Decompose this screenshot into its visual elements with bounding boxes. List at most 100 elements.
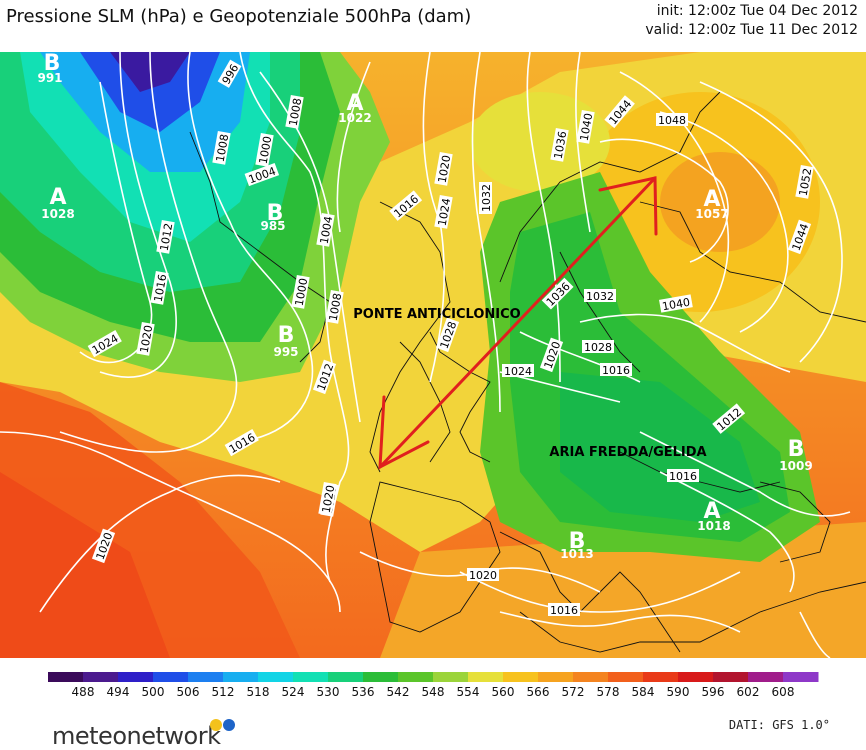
isobar-label-text: 1040 (661, 296, 691, 314)
isobar-label-box (212, 131, 231, 165)
colorbar-swatch (328, 672, 364, 682)
isobar-label: 1040 (576, 110, 595, 144)
svg-text:B: B (267, 201, 284, 226)
isobar-label-box (291, 275, 310, 309)
colorbar-tick-label: 578 (597, 685, 620, 699)
svg-text:1018: 1018 (697, 519, 730, 533)
annotation-aria-fredda: ARIA FREDDA/GELIDA (549, 445, 706, 460)
colorbar-swatch (678, 672, 714, 682)
isobar-label-box (795, 165, 814, 199)
colorbar-tick-label: 560 (492, 685, 515, 699)
isobar-label-text: 1032 (480, 184, 493, 212)
colorbar-tick-label: 536 (352, 685, 375, 699)
colorbar-swatch (468, 672, 504, 682)
svg-text:1009: 1009 (779, 459, 812, 473)
colorbar-tick-label: 524 (282, 685, 305, 699)
isobar-label-text: 1020 (469, 569, 497, 582)
coastlines (189, 91, 866, 653)
colorbar-swatch (398, 672, 434, 682)
colorbar-swatch (293, 672, 329, 682)
isobar-label-box (550, 128, 569, 162)
isobar-label-text: 1000 (257, 135, 275, 165)
svg-text:1022: 1022 (338, 111, 371, 125)
isobar-label-box (316, 213, 335, 247)
isobar-label-box (712, 403, 746, 434)
colorbar-swatch (223, 672, 259, 682)
data-credit: DATI: GFS 1.0° (728, 718, 830, 732)
isobar-label: 1036 (550, 128, 569, 162)
svg-text:A: A (703, 187, 720, 212)
isobar-label-box (224, 428, 259, 457)
isobar-label: 1012 (156, 220, 175, 254)
isobar-label-text: 1048 (658, 114, 686, 127)
isobar-label-box (659, 294, 693, 313)
isobar-label: 1016 (667, 469, 699, 483)
svg-text:1013: 1013 (560, 547, 593, 561)
isobar-label: 1020 (434, 152, 453, 186)
isobar-label-text: 1052 (797, 167, 815, 197)
isobars (0, 52, 851, 658)
annotation-ponte: PONTE ANTICICLONICO (353, 307, 520, 322)
isobar-label: 1020 (136, 322, 155, 356)
isobar-label-box (389, 190, 423, 221)
isobar-label-box (541, 277, 574, 310)
colorbar-swatch (363, 672, 399, 682)
isobar-label: 1000 (255, 133, 274, 167)
isobar-label-box (787, 219, 812, 255)
isobar-label-text: 1032 (586, 290, 614, 303)
isobar-label: 1008 (325, 290, 344, 324)
isobar-label-text: 1020 (138, 324, 156, 354)
isobar-label-box (87, 329, 122, 358)
svg-text:1057: 1057 (695, 207, 728, 221)
colorbar-swatch (538, 672, 574, 682)
colorbar-swatch (48, 672, 84, 682)
isobar-label-box (91, 528, 116, 564)
isobar-label-box (325, 290, 344, 324)
colorbar-tick-label: 542 (387, 685, 410, 699)
isobar-label-box (467, 568, 499, 581)
isobar-label-text: 1028 (584, 341, 612, 354)
run-info: init: 12:00z Tue 04 Dec 2012 valid: 12:0… (645, 2, 858, 40)
meteonetwork-logo: meteonetwork (52, 722, 221, 750)
svg-text:B: B (788, 437, 805, 462)
svg-text:A: A (346, 91, 363, 116)
isobar-label-box (656, 113, 688, 126)
colorbar-tick-label: 596 (702, 685, 725, 699)
colorbar-swatch (748, 672, 784, 682)
svg-text:B: B (569, 529, 586, 554)
isobar-label: 1004 (316, 213, 335, 247)
colorbar-tick-label: 506 (177, 685, 200, 699)
isobar-label: 1032 (584, 289, 616, 303)
colorbar-swatch (258, 672, 294, 682)
isobar-label-box (548, 603, 580, 616)
isobar-label-text: 1036 (552, 130, 570, 160)
isobar-label-box (244, 162, 280, 187)
isobar-label-text: 1008 (214, 133, 232, 163)
isobar-label: 1040 (659, 294, 693, 313)
colorbar-swatch (503, 672, 539, 682)
isobar-label: 1024 (502, 364, 534, 378)
colorbar-tick-label: 494 (107, 685, 130, 699)
isobar-label-box (434, 195, 453, 229)
isobar-label-text: 1040 (578, 112, 596, 142)
colorbar-tick-label: 530 (317, 685, 340, 699)
isobar-label: 1016 (150, 271, 169, 305)
isobar-label: 1032 (479, 182, 493, 214)
logo-dots (210, 719, 235, 731)
colorbar-tick-label: 518 (247, 685, 270, 699)
isobar-label-box (150, 271, 169, 305)
svg-text:985: 985 (260, 219, 285, 233)
svg-text:B: B (278, 323, 295, 348)
isobar-label-text: 1008 (327, 292, 345, 322)
colorbar-tick-label: 602 (737, 685, 760, 699)
isobar-label-box (156, 220, 175, 254)
red-arrow (378, 176, 658, 470)
colorbar-tick-label: 590 (667, 685, 690, 699)
isobar-label-box (584, 289, 616, 302)
colorbar-tick-label: 500 (142, 685, 165, 699)
